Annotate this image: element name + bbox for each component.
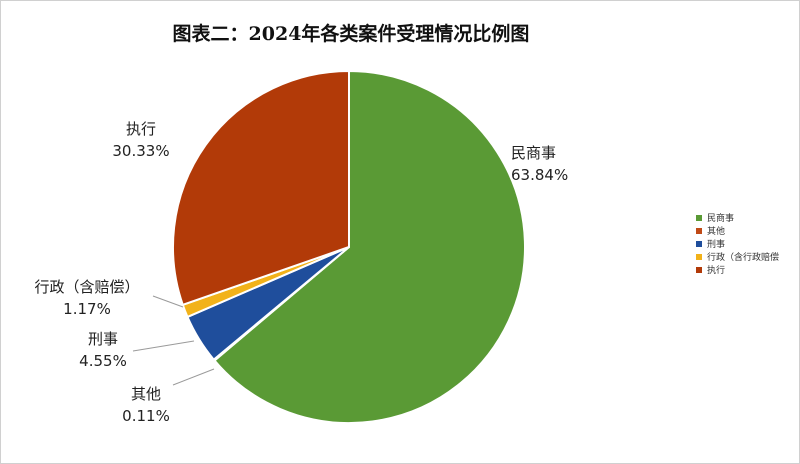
pie-slice-1 xyxy=(213,69,526,424)
legend-label: 刑事 xyxy=(707,240,726,250)
legend-item-5: 执行 xyxy=(696,263,779,276)
slice-label-value-3: 4.55% xyxy=(79,352,127,370)
slice-label-name-3: 刑事 xyxy=(88,330,118,348)
legend-item-1: 民商事 xyxy=(696,211,779,224)
legend-label: 其他 xyxy=(707,227,726,237)
slice-label-value-5: 30.33% xyxy=(112,142,169,160)
pie-slice-5 xyxy=(172,69,350,307)
legend-swatch xyxy=(696,266,702,273)
slice-label-value-4: 1.17% xyxy=(63,300,111,318)
legend-item-2: 其他 xyxy=(696,224,779,237)
slice-label-value-2: 0.11% xyxy=(122,407,170,425)
slice-label-name-2: 其他 xyxy=(131,385,161,403)
legend-label: 行政（含行政赔偿 xyxy=(707,253,780,263)
slice-label-value-1: 63.84% xyxy=(511,166,568,184)
leader-line-4 xyxy=(152,295,184,308)
legend-swatch xyxy=(696,253,702,260)
slice-label-name-5: 执行 xyxy=(126,120,156,138)
slice-label-name-4: 行政（含赔偿） xyxy=(34,278,139,296)
chart-title: 图表二：2024年各类案件受理情况比例图 xyxy=(172,23,530,45)
chart-legend: 民商事其他刑事行政（含行政赔偿 执行 xyxy=(696,211,779,276)
legend-label: 民商事 xyxy=(707,214,735,224)
legend-swatch xyxy=(696,240,702,247)
leader-line-3 xyxy=(132,340,195,352)
leader-line-2 xyxy=(172,368,215,386)
legend-item-3: 刑事 xyxy=(696,237,779,250)
slice-label-name-1: 民商事 xyxy=(511,144,556,162)
legend-swatch xyxy=(696,227,702,234)
legend-label: 执行 xyxy=(707,266,726,276)
legend-item-4: 行政（含行政赔偿 xyxy=(696,250,779,263)
legend-swatch xyxy=(696,214,702,221)
